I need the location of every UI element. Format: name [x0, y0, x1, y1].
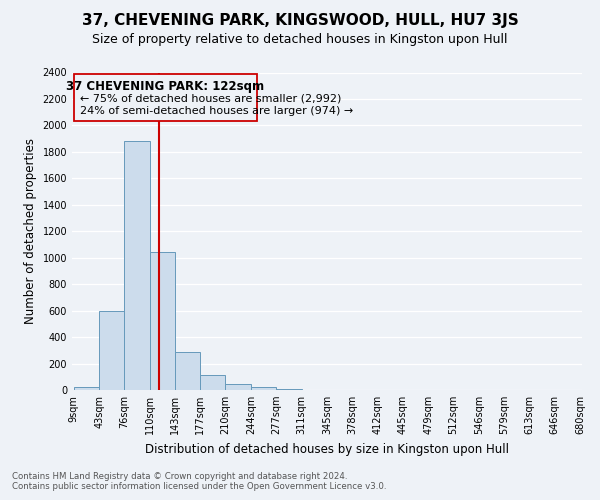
Text: 37, CHEVENING PARK, KINGSWOOD, HULL, HU7 3JS: 37, CHEVENING PARK, KINGSWOOD, HULL, HU7… [82, 12, 518, 28]
Bar [99, 310, 124, 390]
Y-axis label: Number of detached properties: Number of detached properties [24, 138, 37, 324]
X-axis label: Distribution of detached houses by size in Kingston upon Hull: Distribution of detached houses by size … [145, 442, 509, 456]
Bar [74, 388, 99, 390]
Text: Contains public sector information licensed under the Open Government Licence v3: Contains public sector information licen… [12, 482, 386, 491]
Text: 37 CHEVENING PARK: 122sqm: 37 CHEVENING PARK: 122sqm [66, 80, 265, 94]
Text: ← 75% of detached houses are smaller (2,992): ← 75% of detached houses are smaller (2,… [80, 93, 341, 103]
Text: Size of property relative to detached houses in Kingston upon Hull: Size of property relative to detached ho… [92, 32, 508, 46]
Bar [124, 142, 150, 390]
Bar [251, 388, 276, 390]
Bar [200, 376, 226, 390]
Bar [74, 74, 257, 122]
Bar [226, 384, 251, 390]
Text: Contains HM Land Registry data © Crown copyright and database right 2024.: Contains HM Land Registry data © Crown c… [12, 472, 347, 481]
Bar [150, 252, 175, 390]
Bar [175, 352, 200, 390]
Text: 24% of semi-detached houses are larger (974) →: 24% of semi-detached houses are larger (… [80, 106, 353, 116]
